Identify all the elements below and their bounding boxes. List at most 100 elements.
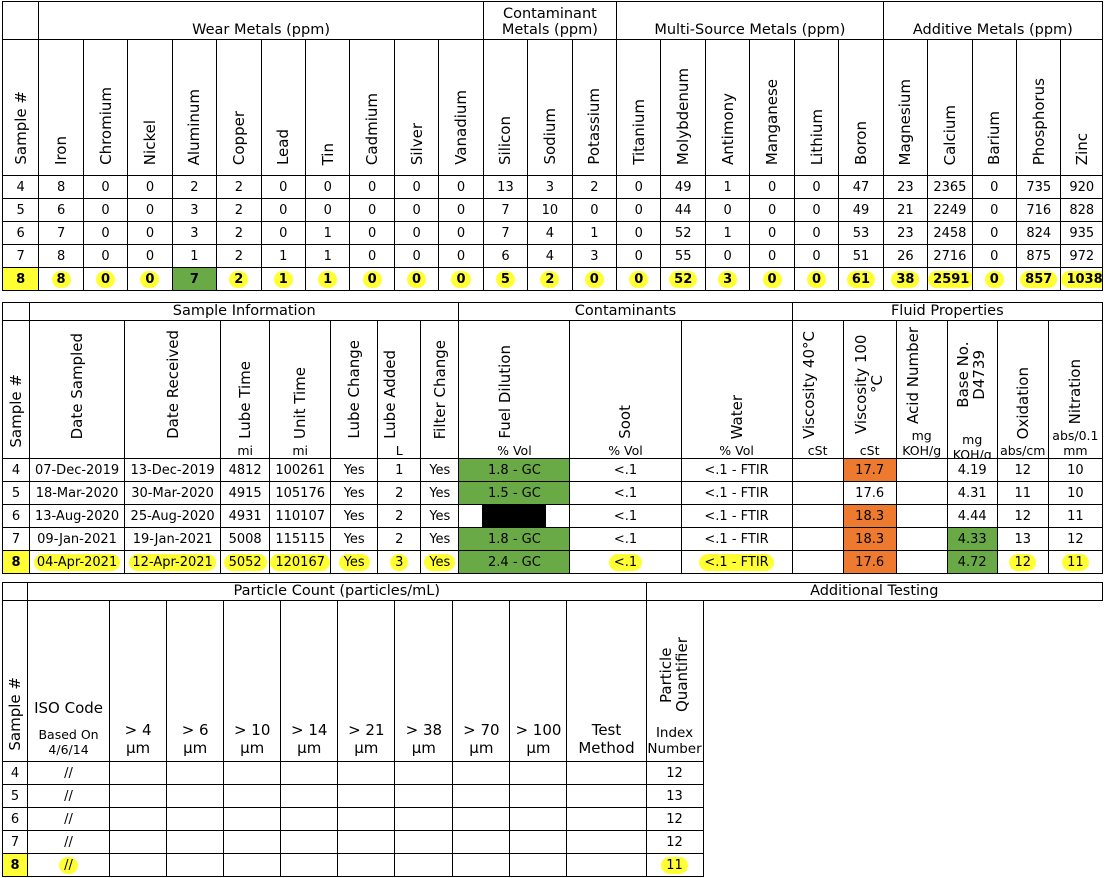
iso-code-value: // [64, 811, 73, 827]
test-method-header: Test Method [578, 721, 635, 757]
field-value: Yes [343, 462, 365, 478]
metal-value: 0 [990, 248, 999, 264]
empty-cell [452, 853, 511, 877]
empty-cell [109, 830, 168, 854]
sample-number-header: Sample # [11, 91, 30, 165]
iso-code-value: // [64, 788, 73, 804]
metal-value: 0 [145, 202, 155, 218]
field-value: 30-Mar-2020 [131, 485, 214, 501]
field-value: Yes [343, 485, 365, 501]
empty-cell [223, 784, 282, 808]
empty-cell [280, 830, 339, 854]
col-header-water: Water [727, 394, 746, 439]
metal-value: 0 [584, 270, 604, 288]
col-header-soot: Soot [616, 405, 635, 439]
field-value: 12 [1014, 508, 1032, 524]
field-value: 25-Aug-2020 [130, 508, 215, 524]
metal-value: 1038 [1061, 270, 1102, 288]
unit-label: % Vol [497, 443, 532, 458]
contaminants-header: Contaminants [458, 302, 793, 321]
metal-value: 0 [279, 225, 288, 241]
table-row: 4 07-Dec-2019 13-Dec-2019 4812 100261 Yes 1 Yes… [1, 458, 1104, 482]
metal-value: 2 [190, 179, 199, 195]
sample-number: 6 [1, 221, 40, 245]
metal-value: 857 [1020, 270, 1058, 288]
metal-value: 44 [674, 202, 692, 218]
metal-value: 8 [51, 270, 71, 288]
field-value: Yes [424, 553, 456, 571]
col-header-chromium: Chromium [96, 87, 115, 165]
field-value: 2 [395, 531, 404, 547]
field-value: 4.31 [957, 485, 987, 501]
metal-value: 0 [762, 270, 782, 288]
empty-cell [394, 807, 454, 831]
metal-value: 2591 [928, 270, 972, 288]
metal-value: 0 [101, 225, 110, 241]
field-value: 110107 [275, 508, 325, 524]
col-header-silver: Silver [407, 122, 426, 165]
sample-number: 5 [1, 481, 31, 505]
metal-value: 1 [323, 225, 332, 241]
metal-value: 26 [897, 248, 914, 264]
metal-value: 61 [846, 270, 876, 288]
field-value: 1 [395, 462, 404, 478]
field-value: <.1 - FTIR [704, 485, 769, 501]
metal-value: 7 [56, 225, 66, 241]
metal-value: 0 [412, 179, 421, 195]
empty-cell [166, 784, 225, 808]
metal-value: 824 [1026, 225, 1052, 241]
col-header-sodium: Sodium [540, 108, 559, 165]
col-header-oxidation: Oxidation [1013, 366, 1032, 439]
metal-value: 0 [629, 270, 649, 288]
col-header-nickel: Nickel [140, 119, 159, 165]
metal-value: 0 [812, 202, 821, 218]
field-value: <.1 [613, 508, 638, 524]
col-header-date-received: Date Received [163, 330, 182, 439]
table-row: 8 8 0 0 7 2 1 1 0 0 0 5 2 0 0 52 3 0 0 61 38 2591 0 857 1038 [1, 267, 1103, 291]
field-value: 09-Jan-2021 [37, 531, 117, 547]
metal-value: 1 [318, 270, 338, 288]
col-header-lube-time: Lube Time [236, 361, 255, 439]
metal-value: 1 [323, 248, 332, 264]
size-14-header: > 14 µm [291, 721, 328, 757]
empty-cell [109, 853, 168, 877]
pq-index-value: 11 [661, 856, 688, 874]
empty-cell [566, 853, 647, 877]
metal-value: 2 [234, 248, 243, 264]
field-value: 105176 [275, 485, 325, 501]
empty-cell [566, 761, 647, 785]
metal-value: 0 [767, 225, 777, 241]
field-value: Yes [429, 508, 451, 524]
size-70-header: > 70 µm [463, 721, 500, 757]
additional-testing-header: Additional Testing [645, 582, 1104, 601]
empty-cell [280, 853, 339, 877]
col-header-viscosity-40-c: Viscosity 40°C [799, 331, 818, 439]
metal-value: 0 [812, 225, 821, 241]
metal-value: 1 [590, 225, 599, 241]
metal-value: 0 [95, 270, 116, 288]
particle-quantifier-header: Particle Quantifier [656, 637, 691, 713]
metal-value: 2 [590, 179, 599, 195]
metal-value: 0 [456, 225, 466, 241]
field-value: 1.8 - GC [488, 462, 541, 478]
empty-cell [223, 853, 282, 877]
metal-value: 0 [323, 202, 332, 218]
col-header-lube-added: Lube Added [381, 350, 400, 439]
metal-value: 3 [718, 270, 738, 288]
metal-value: 1 [273, 270, 293, 288]
field-value: 5008 [228, 531, 262, 547]
field-value: 12 [1009, 553, 1037, 571]
empty-cell [337, 853, 396, 877]
metal-value: 0 [767, 179, 777, 195]
metal-value: 0 [456, 179, 466, 195]
metal-value: 52 [674, 225, 692, 241]
col-header-antimony: Antimony [718, 93, 737, 165]
size-10-header: > 10 µm [233, 721, 271, 757]
empty-cell [166, 807, 225, 831]
empty-cell [394, 853, 454, 877]
metal-value: 0 [412, 248, 421, 264]
empty-cell [109, 807, 168, 831]
sample-information-header: Sample Information [29, 302, 460, 321]
field-value: <.1 [613, 462, 638, 478]
field-value: 18-Mar-2020 [35, 485, 119, 501]
